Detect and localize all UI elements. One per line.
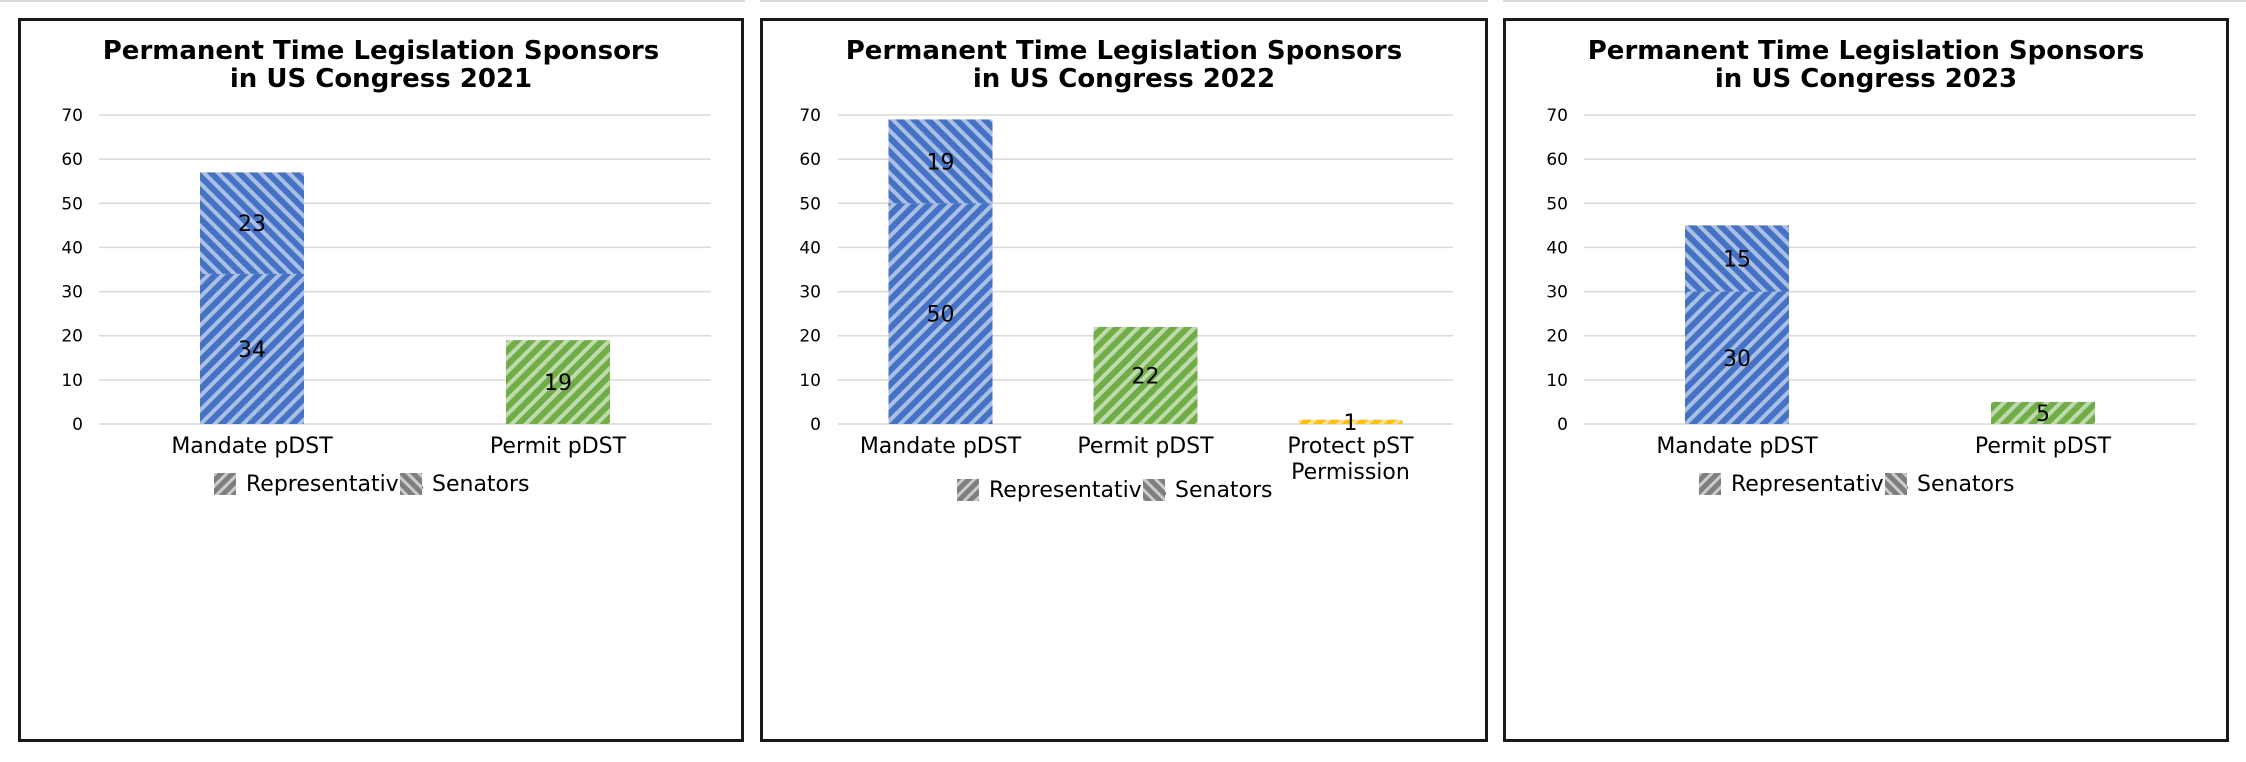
y-tick-label: 60 [799, 150, 821, 170]
bar-representatives [200, 273, 304, 424]
x-tick-label: Permit pDST [1077, 434, 1214, 459]
data-label: 23 [238, 212, 266, 237]
x-tick-label: Permit pDST [490, 434, 627, 459]
data-label: 15 [1723, 247, 1751, 272]
bar-representatives [506, 340, 610, 424]
chart-title-line: in US Congress 2021 [230, 64, 532, 94]
chart-title-line: in US Congress 2022 [973, 64, 1275, 94]
legend-swatch [957, 479, 979, 501]
bar-representatives [1685, 291, 1789, 424]
bar-senators [200, 172, 304, 274]
legend-swatch [214, 473, 236, 495]
y-tick-label: 30 [61, 283, 83, 303]
chart-title-line: Permanent Time Legislation Sponsors [1588, 36, 2144, 66]
y-tick-label: 50 [61, 194, 83, 214]
bar-representatives [1093, 326, 1198, 424]
y-tick-label: 30 [799, 283, 821, 303]
y-tick-label: 0 [1557, 415, 1568, 435]
legend-swatch [400, 473, 422, 495]
x-tick-label: Permission [1291, 460, 1410, 485]
y-tick-label: 0 [72, 415, 83, 435]
y-tick-label: 50 [1546, 194, 1568, 214]
data-label: 22 [1132, 364, 1160, 389]
x-tick-label: Protect pST [1287, 434, 1414, 459]
legend-swatch [1699, 473, 1721, 495]
chart-title-line: Permanent Time Legislation Sponsors [103, 36, 659, 66]
bar-representatives [1991, 401, 2095, 424]
chart-title-line: Permanent Time Legislation Sponsors [846, 36, 1402, 66]
data-label: 1 [1344, 411, 1358, 436]
y-tick-label: 10 [1546, 371, 1568, 391]
y-tick-label: 40 [1546, 238, 1568, 258]
y-tick-label: 20 [1546, 327, 1568, 347]
x-tick-label: Permit pDST [1975, 434, 2112, 459]
legend-label: Senators [1917, 472, 2015, 497]
y-tick-label: 60 [1546, 150, 1568, 170]
data-label: 19 [544, 371, 572, 396]
chart-panel-2023: Permanent Time Legislation Sponsors in US… [1503, 18, 2229, 742]
data-label: 19 [927, 150, 955, 175]
y-tick-label: 10 [61, 371, 83, 391]
x-tick-label: Mandate pDST [860, 434, 1022, 459]
chart-title-line: in US Congress 2023 [1715, 64, 2017, 94]
y-tick-label: 70 [61, 106, 83, 126]
y-tick-label: 10 [799, 371, 821, 391]
y-tick-label: 60 [61, 150, 83, 170]
bar-senators [1685, 225, 1789, 292]
y-tick-label: 50 [799, 194, 821, 214]
legend-label: Representatives [989, 478, 1167, 503]
bar-representatives [888, 203, 993, 424]
legend-label: Representatives [246, 472, 424, 497]
x-tick-label: Mandate pDST [1656, 434, 1818, 459]
legend-swatch [1143, 479, 1165, 501]
data-label: 50 [927, 303, 955, 328]
legend-swatch [1885, 473, 1907, 495]
chart-panel-2022: Permanent Time Legislation Sponsors in US… [760, 18, 1488, 742]
y-tick-label: 30 [1546, 283, 1568, 303]
data-label: 34 [238, 338, 266, 363]
data-label: 30 [1723, 347, 1751, 372]
chart-panel-2021: Permanent Time Legislation Sponsors in US… [18, 18, 744, 742]
data-label: 5 [2036, 402, 2050, 427]
legend-label: Representatives [1731, 472, 1909, 497]
legend-label: Senators [1175, 478, 1273, 503]
y-tick-label: 20 [61, 327, 83, 347]
y-tick-label: 40 [799, 238, 821, 258]
y-tick-label: 0 [810, 415, 821, 435]
y-tick-label: 20 [799, 327, 821, 347]
legend-label: Senators [432, 472, 530, 497]
x-tick-label: Mandate pDST [171, 434, 333, 459]
y-tick-label: 40 [61, 238, 83, 258]
y-tick-label: 70 [1546, 106, 1568, 126]
bar-senators [888, 119, 993, 204]
bar-representatives [1298, 419, 1403, 424]
y-tick-label: 70 [799, 106, 821, 126]
